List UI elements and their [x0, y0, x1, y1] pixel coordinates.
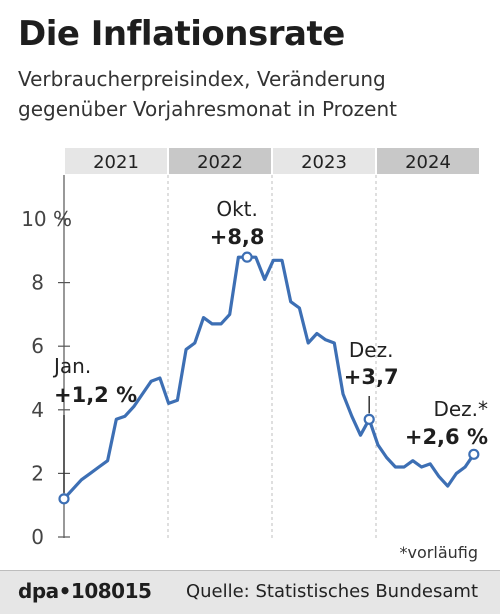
annotation-label: Okt. [216, 197, 258, 221]
year-band-bg [273, 148, 375, 174]
year-band-2023: 2023 [273, 148, 375, 174]
annotation-marker [58, 493, 70, 505]
annotation-value: +1,2 % [54, 383, 137, 407]
year-band-2024: 2024 [377, 148, 479, 174]
year-label: 2023 [301, 152, 347, 173]
annotation-label: Dez. [349, 338, 394, 362]
annotation-value: +2,6 % [405, 425, 488, 449]
inflation-line-chart: 2021 2022 2023 2024 0 2 4 6 8 10 % Jan. +1,2 % Okt… [21, 148, 488, 549]
year-label: 2022 [197, 152, 243, 173]
annotation-marker [468, 448, 480, 460]
y-tick-label: 4 [31, 398, 44, 422]
annotation-21: Okt. +8,8 [210, 197, 265, 263]
footer-bar: dpa•108015 Quelle: Statistisches Bundesa… [0, 570, 500, 614]
inflation-series-line [62, 255, 476, 501]
year-band-2021: 2021 [65, 148, 167, 174]
year-band-bg [377, 148, 479, 174]
source-credit: Quelle: Statistisches Bundesamt [185, 581, 478, 602]
annotation-value: +3,7 [344, 365, 399, 389]
annotation-label: Dez.* [433, 397, 488, 421]
year-band-bg [169, 148, 271, 174]
y-tick-label: 6 [31, 334, 44, 358]
chart-title: Die Inflationsrate [18, 14, 345, 54]
y-tick-label: 8 [31, 271, 44, 295]
year-label: 2021 [93, 152, 139, 173]
y-tick-label: 10 % [21, 207, 72, 231]
annotation-value: +8,8 [210, 225, 265, 249]
footnote-provisional: *vorläufig [399, 543, 478, 562]
annotation-label: Jan. [52, 354, 91, 378]
year-label: 2024 [405, 152, 451, 173]
y-tick-label: 0 [31, 525, 44, 549]
chart-subtitle: Verbraucherpreisindex, Veränderung gegen… [18, 64, 488, 124]
year-band-2022: 2022 [169, 148, 271, 174]
y-tick-label: 2 [31, 461, 44, 485]
year-band-bg [65, 148, 167, 174]
agency-credit: dpa•108015 [18, 579, 152, 603]
annotation-marker [363, 413, 375, 425]
annotation-0: Jan. +1,2 % [52, 354, 137, 505]
subtitle-line-1: Verbraucherpreisindex, Veränderung [18, 67, 386, 91]
annotation-35: Dez. +3,7 [344, 338, 399, 425]
annotation-marker [241, 251, 253, 263]
annotation-47: Dez.* +2,6 % [405, 397, 488, 460]
subtitle-line-2: gegenüber Vorjahresmonat in Prozent [18, 97, 398, 121]
